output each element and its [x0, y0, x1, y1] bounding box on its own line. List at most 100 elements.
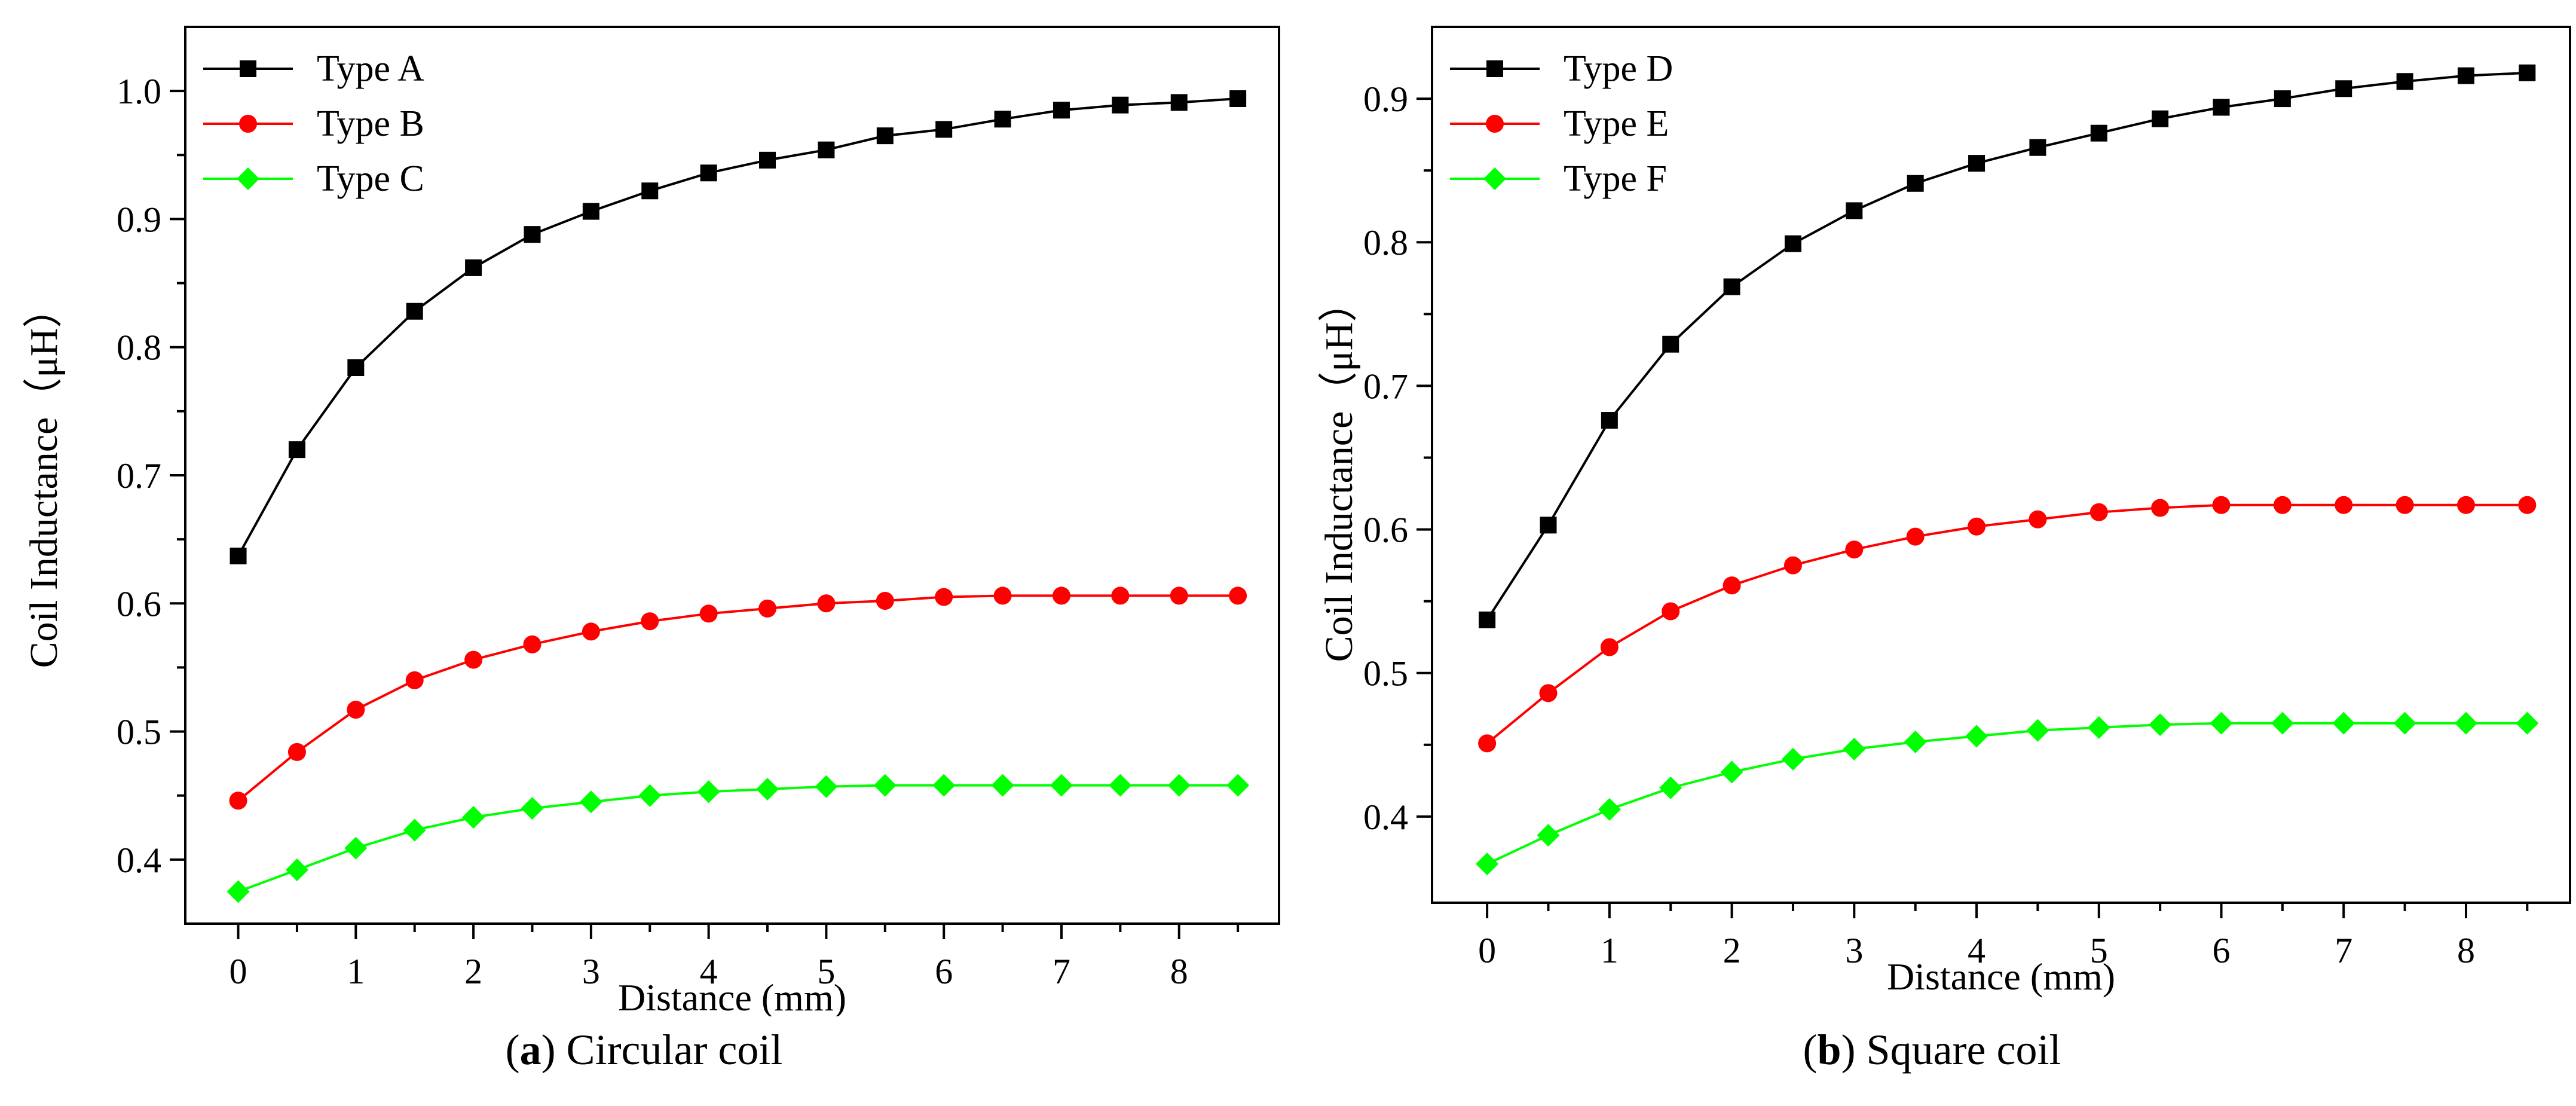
data-point — [935, 121, 953, 138]
data-point — [700, 164, 717, 182]
data-point — [1476, 853, 1499, 876]
series-line-type-d — [1486, 71, 2528, 621]
data-point — [1659, 776, 1682, 799]
x-tick-label: 0 — [1478, 931, 1496, 970]
data-point — [2089, 503, 2108, 521]
y-tick-label: 0.7 — [1363, 366, 1408, 406]
data-point — [1109, 774, 1132, 797]
x-tick-label: 8 — [1170, 952, 1188, 991]
data-point — [2518, 496, 2537, 514]
data-point — [1904, 731, 1927, 754]
data-point — [994, 111, 1011, 128]
data-point — [2274, 90, 2291, 108]
data-point — [347, 359, 365, 376]
x-tick-label: 3 — [1845, 931, 1863, 970]
data-point — [1965, 725, 1988, 748]
data-point — [2335, 496, 2353, 514]
data-point — [2457, 67, 2474, 84]
data-point — [993, 586, 1012, 605]
data-point — [1539, 684, 1558, 702]
data-point — [347, 701, 365, 719]
data-point — [818, 141, 835, 158]
data-point — [2029, 510, 2047, 528]
data-point — [227, 880, 250, 903]
data-point — [815, 775, 838, 798]
caption-a-letter: a — [519, 1026, 541, 1074]
data-point — [285, 858, 308, 881]
caption-a-text: Circular coil — [566, 1026, 783, 1074]
data-point — [464, 650, 483, 669]
legend-marker — [1483, 167, 1506, 190]
y-axis-label: Coil Inductance（μH） — [22, 289, 66, 668]
data-point — [2210, 711, 2233, 735]
data-point — [1601, 412, 1618, 429]
data-point — [229, 792, 247, 810]
data-point — [932, 774, 956, 797]
data-point — [2456, 496, 2475, 514]
y-tick-label: 0.7 — [117, 456, 161, 496]
data-point — [2335, 80, 2352, 97]
data-point — [2396, 496, 2414, 514]
data-point — [1479, 611, 1496, 628]
x-tick-label: 2 — [1723, 931, 1741, 970]
y-tick-label: 0.6 — [1363, 511, 1408, 550]
y-tick-label: 0.8 — [117, 328, 161, 368]
data-point — [1843, 738, 1866, 761]
data-point — [2516, 711, 2539, 735]
data-point — [2271, 711, 2294, 735]
legend-label: Type E — [1564, 103, 1669, 144]
legend-label: Type D — [1564, 48, 1673, 89]
data-point — [2273, 496, 2292, 514]
data-point — [2152, 110, 2169, 127]
x-tick-label: 5 — [817, 952, 835, 991]
data-point — [1781, 747, 1804, 771]
data-point — [876, 592, 894, 610]
data-point — [524, 226, 541, 243]
data-point — [1968, 155, 1985, 172]
data-point — [2454, 711, 2477, 735]
data-point — [2090, 124, 2107, 142]
data-point — [641, 612, 659, 631]
series-line-type-f — [1486, 722, 2528, 865]
caption-b-letter: b — [1817, 1026, 1841, 1074]
data-point — [1053, 102, 1070, 119]
data-point — [406, 303, 423, 320]
x-tick-label: 4 — [1968, 931, 1985, 970]
data-point — [1906, 527, 1925, 546]
chart-a: 0 1 2 3 4 5 6 7 8 0.4 0.5 0.6 0.7 0.8 0.9 1.0 Distance (… — [22, 26, 1280, 1016]
data-point — [876, 127, 894, 145]
data-point — [1050, 774, 1073, 797]
x-tick-label: 2 — [464, 952, 482, 991]
x-axis-label: Distance (mm) — [1887, 955, 2115, 998]
data-point — [582, 622, 600, 641]
y-axis-label: Coil Inductance（μH） — [1317, 283, 1361, 662]
y-tick-label: 0.5 — [117, 713, 161, 752]
data-point — [1537, 824, 1560, 847]
data-point — [2149, 713, 2172, 737]
data-point — [641, 182, 659, 200]
data-point — [1968, 517, 1986, 536]
data-point — [1907, 175, 1924, 192]
data-point — [759, 151, 776, 169]
data-point — [991, 774, 1014, 797]
data-point — [1111, 586, 1130, 605]
y-tick-label: 0.4 — [117, 841, 161, 880]
y-tick-label: 0.8 — [1363, 223, 1408, 262]
data-point — [1723, 278, 1740, 295]
data-point — [1723, 576, 1741, 595]
data-point — [1052, 586, 1070, 605]
caption-a: (a) Circular coil — [505, 1026, 783, 1074]
data-point — [1846, 202, 1863, 219]
caption-b-text: Square coil — [1866, 1026, 2061, 1074]
legend-marker — [240, 60, 256, 77]
data-point — [1600, 638, 1619, 656]
data-point — [403, 818, 426, 842]
y-tick-label: 0.6 — [117, 584, 161, 624]
legend-label: Type C — [317, 158, 424, 199]
legend-marker — [237, 167, 259, 190]
x-tick-label: 7 — [2335, 931, 2352, 970]
x-tick-label: 7 — [1053, 952, 1070, 991]
chart-panel-b: 0 1 2 3 4 5 6 7 8 0.4 0.5 0.6 0.7 0.8 0.9 Distance (mm)… — [1288, 0, 2576, 1106]
data-point — [2396, 73, 2413, 90]
data-point — [2212, 496, 2231, 514]
